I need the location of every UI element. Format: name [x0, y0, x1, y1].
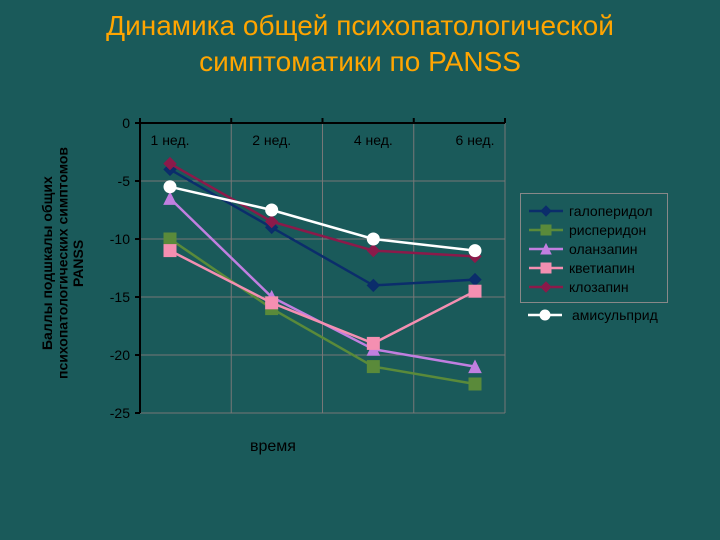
svg-text:-10: -10 — [110, 231, 130, 247]
legend-label: галоперидол — [569, 203, 653, 219]
svg-text:-25: -25 — [110, 405, 130, 421]
legend-item-quetiapine: кветиапин — [529, 260, 659, 276]
svg-text:-20: -20 — [110, 347, 130, 363]
legend: галоперидол рисперидон оланзапин кветиапин к… — [520, 193, 668, 323]
svg-text:6 нед.: 6 нед. — [456, 132, 495, 148]
chart-title: Динамика общей психопатологической симпт… — [0, 0, 720, 93]
svg-text:-15: -15 — [110, 289, 130, 305]
legend-item-haloperidol: галоперидол — [529, 203, 659, 219]
legend-label: клозапин — [569, 279, 629, 295]
svg-text:-5: -5 — [118, 173, 131, 189]
svg-text:1 нед.: 1 нед. — [151, 132, 190, 148]
legend-item-olanzapine: оланзапин — [529, 241, 659, 257]
svg-text:2 нед.: 2 нед. — [252, 132, 291, 148]
svg-text:4 нед.: 4 нед. — [354, 132, 393, 148]
legend-item-clozapine: клозапин — [529, 279, 659, 295]
chart-area: Баллы подшкалы общих психопатологических… — [0, 93, 720, 513]
legend-label: рисперидон — [569, 222, 646, 238]
legend-item-risperidone: рисперидон — [529, 222, 659, 238]
svg-text:0: 0 — [122, 115, 130, 131]
legend-label: амисульприд — [572, 307, 658, 323]
legend-label: оланзапин — [569, 241, 638, 257]
legend-label: кветиапин — [569, 260, 635, 276]
